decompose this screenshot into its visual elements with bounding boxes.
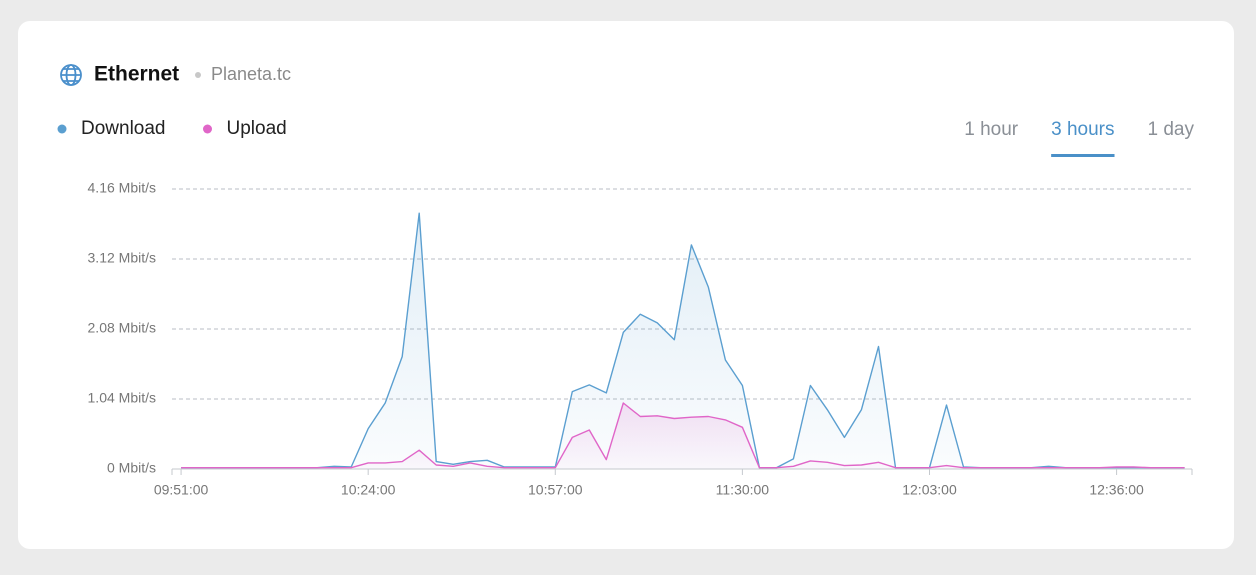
- card: [18, 21, 1234, 549]
- legend-label: Download: [81, 118, 166, 139]
- active-tab-underline: [1051, 154, 1115, 157]
- legend-dot: [57, 124, 67, 134]
- x-tick-label: 11:30:00: [716, 482, 770, 498]
- globe-icon: [60, 64, 82, 86]
- x-tick-label: 10:57:00: [528, 482, 583, 498]
- y-tick-label: 2.08 Mbit/s: [88, 320, 156, 336]
- separator: [195, 72, 201, 78]
- title: Ethernet: [94, 63, 179, 86]
- y-tick-label: 0 Mbit/s: [107, 460, 156, 476]
- x-tick-label: 12:03:00: [902, 482, 957, 498]
- subtitle: Planeta.tc: [211, 64, 291, 84]
- legend-label: Upload: [227, 118, 287, 139]
- time-range-tab[interactable]: 1 hour: [964, 119, 1019, 140]
- line: [181, 402, 1185, 469]
- y-tick-label: 4.16 Mbit/s: [88, 180, 156, 196]
- x-tick-label: 09:51:00: [154, 482, 209, 498]
- time-range-tab[interactable]: 1 day: [1148, 119, 1195, 140]
- x-tick-label: 12:36:00: [1089, 482, 1144, 498]
- time-range-tab[interactable]: 3 hours: [1051, 119, 1114, 140]
- y-tick-label: 1.04 Mbit/s: [88, 390, 156, 406]
- area: [181, 403, 1185, 469]
- legend-dot: [203, 124, 212, 134]
- x-tick-label: 10:24:00: [341, 482, 396, 498]
- y-tick-label: 3.12 Mbit/s: [88, 250, 156, 266]
